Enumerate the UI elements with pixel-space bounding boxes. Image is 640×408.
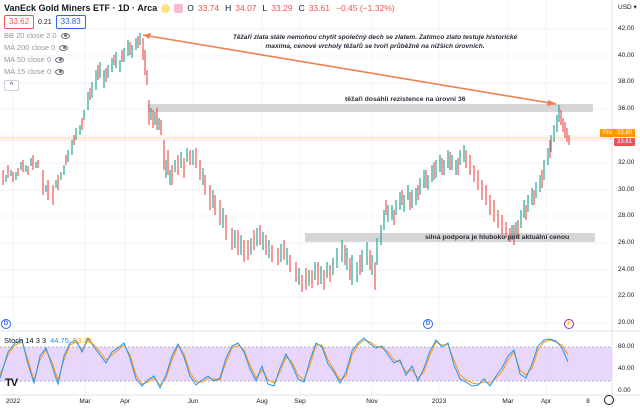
indicator-label: BB 20 close 2 0 xyxy=(4,31,57,40)
candles xyxy=(2,33,570,292)
eye-icon[interactable] xyxy=(60,32,70,39)
resistance-band xyxy=(148,104,593,112)
time-tick: Nov xyxy=(366,398,378,405)
data-status-icon[interactable] xyxy=(174,3,184,13)
price-tick: 20.00 xyxy=(618,319,635,326)
dividend-marker[interactable]: D xyxy=(423,319,433,329)
tradingview-logo[interactable]: TV xyxy=(5,377,18,389)
price-tick: 38.00 xyxy=(618,78,635,85)
price-tick: 26.00 xyxy=(618,239,635,246)
symbol-title[interactable]: VanEck Gold Miners ETF · 1D · Arca xyxy=(4,3,158,13)
eye-icon[interactable] xyxy=(55,56,65,63)
indicator-ma15[interactable]: MA 15 close 0 xyxy=(4,67,65,76)
high-value: 34.07 xyxy=(235,3,257,13)
stoch-d-line xyxy=(0,339,569,386)
change-value: −0.45 (−1.32%) xyxy=(335,3,395,13)
last-price: 33.61 xyxy=(614,138,636,146)
price-tick: 36.00 xyxy=(618,105,635,112)
earnings-marker[interactable]: ⚡ xyxy=(564,319,574,329)
premarket-tag: Pre xyxy=(600,129,616,137)
price-tick: 24.00 xyxy=(618,266,635,273)
dividend-marker[interactable]: D xyxy=(1,319,11,329)
low-label: L xyxy=(262,3,268,13)
stoch-tick: 80.00 xyxy=(618,343,635,350)
premarket-price: 33.80 xyxy=(614,129,636,137)
time-tick: Apr xyxy=(540,398,552,405)
gear-icon[interactable] xyxy=(604,395,614,405)
stoch-tick: 0.00 xyxy=(618,387,631,394)
stoch-tick: 40.00 xyxy=(618,365,635,372)
open-label: O xyxy=(187,3,194,13)
indicator-ma50[interactable]: MA 50 close 0 xyxy=(4,55,65,64)
time-tick: Sep xyxy=(294,398,306,405)
resistance-annotation[interactable]: těžaři dosáhli rezistence na úrovni 36 xyxy=(345,96,466,103)
indicator-label: MA 15 close 0 xyxy=(4,67,52,76)
symbol-legend[interactable]: VanEck Gold Miners ETF · 1D · Arca O 33.7… xyxy=(4,2,397,14)
high-label: H xyxy=(225,3,232,13)
close-value: 33.61 xyxy=(308,3,330,13)
stoch-k-line xyxy=(0,336,569,390)
spread-value: 0.21 xyxy=(38,18,52,26)
collapse-indicators-button[interactable]: ^ xyxy=(4,80,19,91)
time-tick: Apr xyxy=(119,398,131,405)
open-value: 33.74 xyxy=(197,3,220,13)
indicator-ma200[interactable]: MA 200 close 0 xyxy=(4,43,69,52)
support-band xyxy=(305,233,595,242)
time-tick: Mar xyxy=(79,398,91,405)
time-tick: Mar xyxy=(502,398,514,405)
indicator-bb[interactable]: BB 20 close 2 0 xyxy=(4,31,70,40)
price-tick: 40.00 xyxy=(618,52,635,59)
price-tick: 42.00 xyxy=(618,25,635,32)
low-value: 33.29 xyxy=(271,3,293,13)
time-tick: 8 xyxy=(586,398,590,405)
eye-icon[interactable] xyxy=(55,68,65,75)
time-tick: 2023 xyxy=(431,398,447,405)
indicator-label: MA 50 close 0 xyxy=(4,55,52,64)
sell-button[interactable]: 33.62 xyxy=(4,15,35,29)
grid xyxy=(0,0,612,395)
stoch-d-value: 53.29 xyxy=(72,336,92,345)
stoch-legend[interactable]: Stoch 14 3 3 44.75 53.29 xyxy=(4,336,92,345)
currency-selector[interactable]: USD ▾ xyxy=(618,4,637,11)
top-note-annotation[interactable]: Těžaři zlata stále nemohou chytit společ… xyxy=(232,34,518,50)
time-tick: 2022 xyxy=(5,398,21,405)
market-status-icon[interactable] xyxy=(161,3,171,13)
price-tick: 28.00 xyxy=(618,212,635,219)
eye-icon[interactable] xyxy=(59,44,69,51)
trend-arrow xyxy=(142,34,557,105)
bid-ask-row: 33.62 0.21 33.83 xyxy=(4,15,86,29)
stoch-name: Stoch 14 3 3 xyxy=(4,336,47,345)
indicator-label: MA 200 close 0 xyxy=(4,43,56,52)
price-tick: 22.00 xyxy=(618,292,635,299)
price-tick: 32.00 xyxy=(618,159,635,166)
price-tick: 30.00 xyxy=(618,186,635,193)
stoch-k-value: 44.75 xyxy=(50,336,69,345)
buy-button[interactable]: 33.83 xyxy=(55,15,86,29)
time-tick: Jun xyxy=(187,398,199,405)
time-tick: Aug xyxy=(256,398,268,405)
support-annotation[interactable]: silná podpora je hluboko pod aktuální ce… xyxy=(425,234,570,241)
close-label: C xyxy=(298,3,305,13)
